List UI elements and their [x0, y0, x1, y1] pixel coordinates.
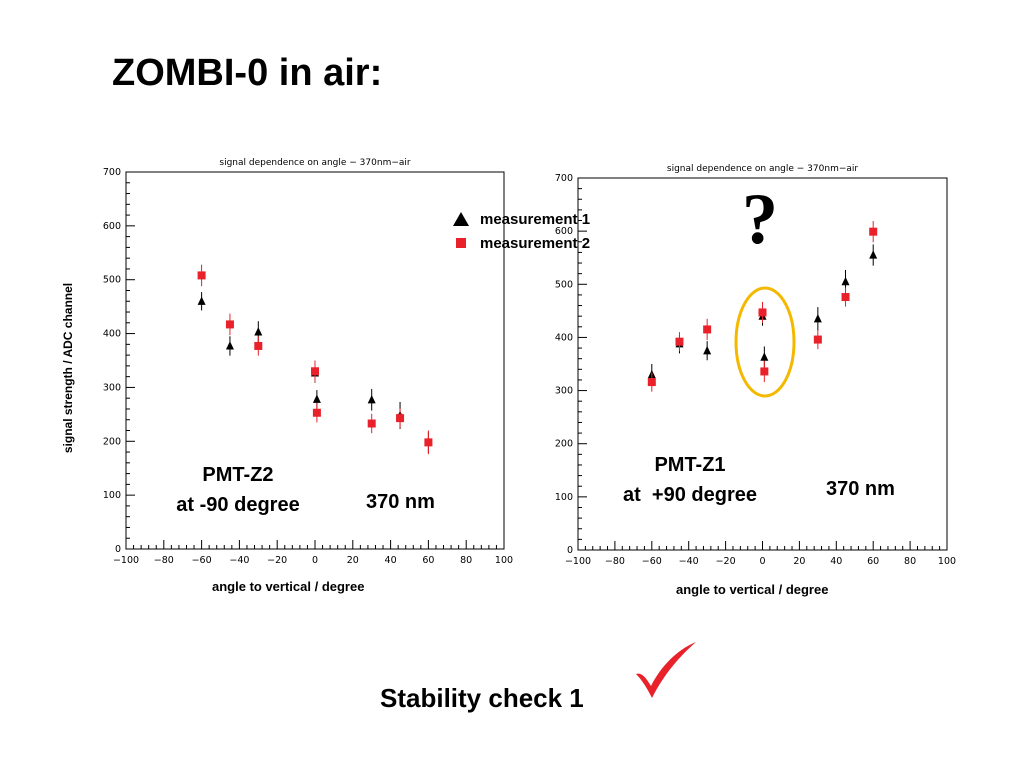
y-tick-label: 300	[103, 382, 121, 393]
data-point-square	[424, 438, 433, 447]
stability-check-label: Stability check 1	[380, 683, 584, 713]
data-point-square	[367, 419, 376, 428]
x-tick-label: 100	[938, 556, 956, 567]
y-axis-label: signal strength / ADC channel	[61, 282, 75, 454]
y-tick-label: 100	[555, 492, 573, 503]
legend: measurement 1 measurement 2	[450, 207, 590, 255]
y-tick-label: 600	[103, 221, 121, 232]
chart-title: signal dependence on angle − 370nm−air	[219, 158, 410, 168]
data-point-square	[254, 341, 263, 350]
x-tick-label: 20	[793, 556, 805, 567]
y-tick-label: 500	[103, 275, 121, 286]
data-point-triangle	[312, 394, 321, 403]
data-point-square	[312, 408, 321, 417]
square-marker-icon	[450, 238, 472, 248]
slide-title: ZOMBI-0 in air:	[112, 52, 383, 94]
legend-label: measurement 2	[480, 234, 591, 252]
annotation-wavelength-left: 370 nm	[366, 491, 435, 513]
x-tick-label: 80	[904, 556, 916, 567]
annotation-angle: at -90 degree	[176, 494, 300, 516]
data-point-triangle	[703, 345, 712, 355]
x-tick-label: −80	[605, 556, 625, 567]
x-tick-label: 20	[347, 555, 359, 566]
x-tick-label: −100	[113, 555, 139, 566]
x-tick-label: −60	[642, 556, 662, 567]
x-tick-label: −100	[565, 556, 591, 567]
y-tick-label: 100	[103, 490, 121, 501]
data-point-triangle	[841, 276, 850, 286]
data-point-square	[311, 367, 319, 376]
data-point-square	[647, 378, 656, 387]
x-tick-label: −40	[679, 556, 699, 567]
highlight-ellipse	[734, 286, 796, 398]
data-point-square	[197, 271, 206, 280]
data-point-triangle	[760, 352, 769, 361]
data-point-square	[869, 227, 878, 236]
y-tick-label: 400	[103, 329, 121, 340]
y-tick-label: 600	[555, 226, 573, 237]
annotation-pmt-name: PMT-Z2	[202, 464, 274, 486]
x-axis-label-left: angle to vertical / degree	[212, 579, 365, 594]
y-tick-label: 200	[103, 436, 121, 447]
checkmark-icon	[636, 642, 696, 698]
data-point-square	[758, 308, 767, 317]
x-tick-label: −20	[716, 556, 736, 567]
data-point-triangle	[225, 341, 234, 350]
chart-pmt-z1: signal dependence on angle − 370nm−air −1…	[555, 164, 956, 567]
data-point-square	[703, 325, 712, 334]
data-point-triangle	[254, 327, 263, 336]
data-point-square	[760, 367, 769, 376]
annotation-pmt-z2: PMT-Z2 at -90 degree	[176, 460, 299, 520]
x-tick-label: 60	[422, 555, 434, 566]
data-point-square	[813, 335, 822, 344]
x-tick-label: −60	[192, 555, 212, 566]
legend-item-measurement-1: measurement 1	[450, 207, 590, 231]
question-mark: ?	[742, 179, 778, 259]
x-tick-label: 40	[385, 555, 397, 566]
triangle-marker-icon	[450, 212, 472, 226]
annotation-wavelength-right: 370 nm	[826, 478, 895, 500]
data-point-square	[225, 320, 234, 329]
y-tick-label: 0	[567, 545, 573, 556]
x-tick-label: −40	[229, 555, 249, 566]
legend-item-measurement-2: measurement 2	[450, 231, 590, 255]
x-tick-label: 60	[867, 556, 879, 567]
y-tick-label: 300	[555, 386, 573, 397]
legend-label: measurement 1	[480, 210, 591, 228]
x-tick-label: 80	[460, 555, 472, 566]
data-point-square	[841, 293, 850, 302]
x-axis-label-right: angle to vertical / degree	[676, 582, 829, 597]
data-point-square	[675, 337, 684, 346]
chart-pmt-z2: signal dependence on angle − 370nm−air −1…	[103, 158, 513, 566]
data-point-triangle	[367, 395, 376, 404]
data-point-triangle	[813, 314, 822, 323]
y-tick-label: 700	[103, 167, 121, 178]
x-tick-label: 0	[759, 556, 765, 567]
data-point-square	[396, 414, 405, 423]
y-tick-label: 200	[555, 439, 573, 450]
y-tick-label: 500	[555, 279, 573, 290]
y-tick-label: 700	[555, 173, 573, 184]
data-point-triangle	[869, 250, 878, 259]
data-point-triangle	[197, 296, 206, 305]
annotation-angle: at +90 degree	[623, 484, 757, 506]
x-tick-label: 40	[830, 556, 842, 567]
x-tick-label: −80	[154, 555, 174, 566]
annotation-pmt-z1: PMT-Z1 at +90 degree	[623, 450, 757, 510]
x-tick-label: 0	[312, 555, 318, 566]
chart-title: signal dependence on angle − 370nm−air	[667, 164, 858, 174]
x-tick-label: −20	[267, 555, 287, 566]
y-tick-label: 0	[115, 544, 121, 555]
annotation-pmt-name: PMT-Z1	[654, 454, 726, 476]
y-tick-label: 400	[555, 332, 573, 343]
x-tick-label: 100	[495, 555, 513, 566]
